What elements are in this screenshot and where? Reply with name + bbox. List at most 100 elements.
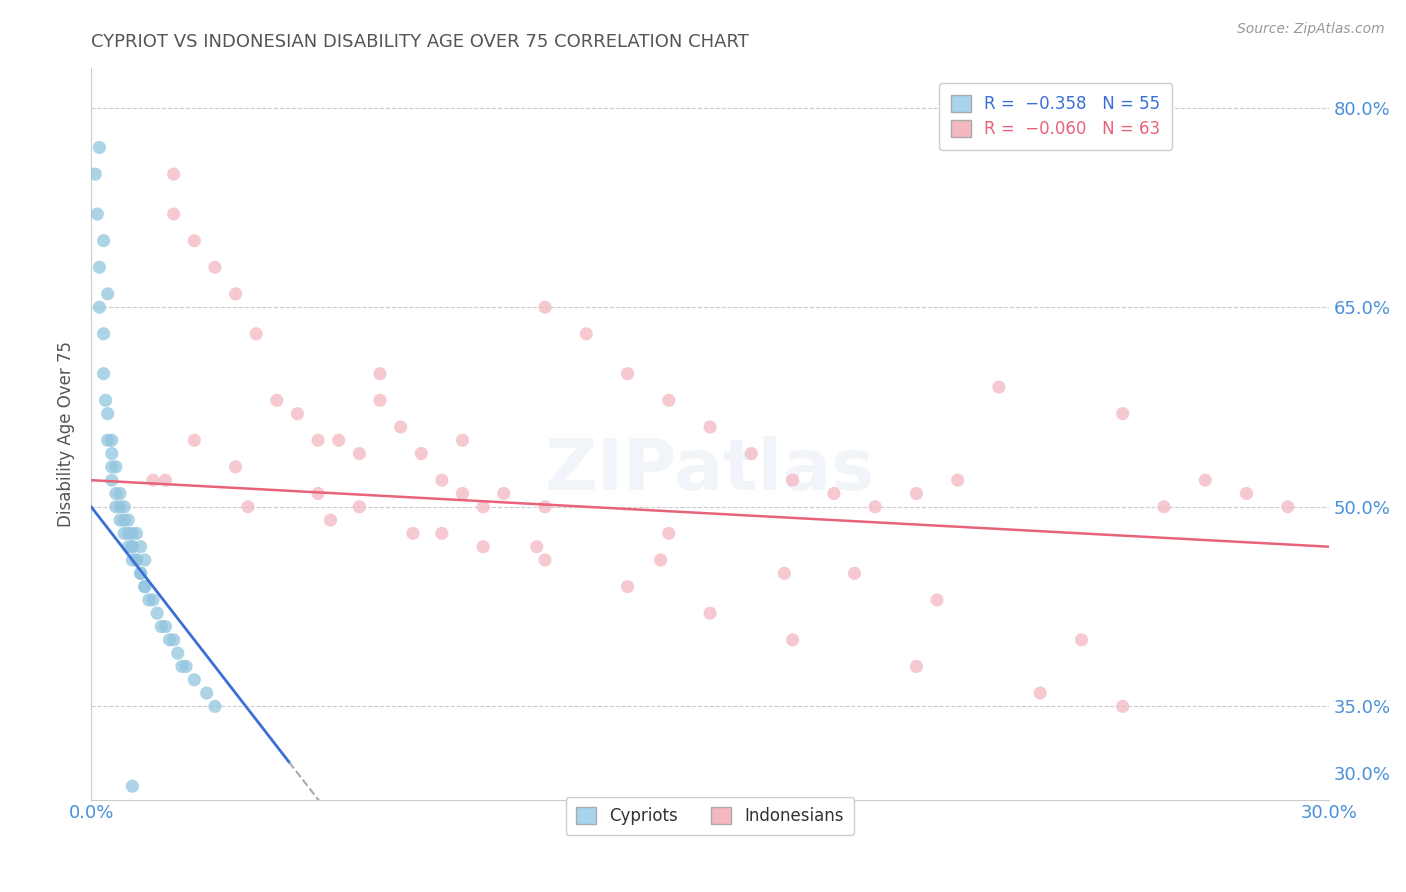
Point <box>170 659 193 673</box>
Point <box>782 473 804 487</box>
Point <box>1112 407 1135 421</box>
Legend: Cypriots, Indonesians: Cypriots, Indonesians <box>567 797 855 835</box>
Point <box>402 526 425 541</box>
Point <box>183 434 205 448</box>
Point <box>104 500 127 514</box>
Point <box>225 459 247 474</box>
Point <box>138 593 160 607</box>
Point <box>925 593 948 607</box>
Point <box>863 500 886 514</box>
Point <box>451 434 474 448</box>
Point <box>101 473 124 487</box>
Point <box>534 500 557 514</box>
Point <box>150 619 173 633</box>
Point <box>1277 500 1299 514</box>
Point <box>946 473 969 487</box>
Point <box>97 407 120 421</box>
Point <box>1112 699 1135 714</box>
Point <box>492 486 515 500</box>
Point <box>1194 473 1216 487</box>
Point <box>773 566 796 581</box>
Point <box>658 526 681 541</box>
Point <box>389 420 412 434</box>
Point <box>225 286 247 301</box>
Point <box>844 566 866 581</box>
Text: ZIPatlas: ZIPatlas <box>546 435 875 505</box>
Point <box>472 540 495 554</box>
Point <box>86 207 108 221</box>
Point <box>163 207 186 221</box>
Point <box>93 367 115 381</box>
Point <box>129 566 152 581</box>
Point <box>245 326 267 341</box>
Point <box>163 632 186 647</box>
Point <box>125 526 148 541</box>
Point <box>430 473 453 487</box>
Text: Source: ZipAtlas.com: Source: ZipAtlas.com <box>1237 22 1385 37</box>
Point <box>89 300 111 314</box>
Y-axis label: Disability Age Over 75: Disability Age Over 75 <box>58 341 75 526</box>
Point <box>101 446 124 460</box>
Point <box>987 380 1010 394</box>
Point <box>134 580 156 594</box>
Point <box>108 513 131 527</box>
Point <box>368 367 391 381</box>
Point <box>121 553 143 567</box>
Point <box>142 593 165 607</box>
Point <box>104 459 127 474</box>
Point <box>823 486 845 500</box>
Point <box>142 473 165 487</box>
Point <box>108 500 131 514</box>
Point <box>526 540 548 554</box>
Point <box>1153 500 1175 514</box>
Point <box>166 646 188 660</box>
Text: CYPRIOT VS INDONESIAN DISABILITY AGE OVER 75 CORRELATION CHART: CYPRIOT VS INDONESIAN DISABILITY AGE OVE… <box>91 33 749 51</box>
Point <box>430 526 453 541</box>
Point <box>328 434 350 448</box>
Point <box>104 486 127 500</box>
Point <box>101 459 124 474</box>
Point <box>129 540 152 554</box>
Point <box>307 434 329 448</box>
Point <box>658 393 681 408</box>
Point <box>349 446 371 460</box>
Point <box>121 526 143 541</box>
Point <box>650 553 672 567</box>
Point <box>616 580 638 594</box>
Point <box>121 540 143 554</box>
Point <box>112 513 135 527</box>
Point <box>307 486 329 500</box>
Point <box>534 553 557 567</box>
Point <box>740 446 762 460</box>
Point <box>129 566 152 581</box>
Point <box>266 393 288 408</box>
Point <box>117 513 139 527</box>
Point <box>616 367 638 381</box>
Point <box>349 500 371 514</box>
Point <box>472 500 495 514</box>
Point <box>125 553 148 567</box>
Point <box>97 434 120 448</box>
Point <box>183 234 205 248</box>
Point <box>905 486 928 500</box>
Point <box>236 500 259 514</box>
Point <box>93 326 115 341</box>
Point <box>108 486 131 500</box>
Point <box>134 580 156 594</box>
Point <box>89 260 111 275</box>
Point <box>94 393 117 408</box>
Point <box>112 500 135 514</box>
Point <box>89 140 111 154</box>
Point <box>905 659 928 673</box>
Point <box>155 619 177 633</box>
Point <box>699 606 721 620</box>
Point <box>121 540 143 554</box>
Point <box>93 234 115 248</box>
Point <box>782 632 804 647</box>
Point <box>287 407 309 421</box>
Point <box>155 473 177 487</box>
Point <box>699 420 721 434</box>
Point <box>319 513 342 527</box>
Point <box>183 673 205 687</box>
Point <box>146 606 169 620</box>
